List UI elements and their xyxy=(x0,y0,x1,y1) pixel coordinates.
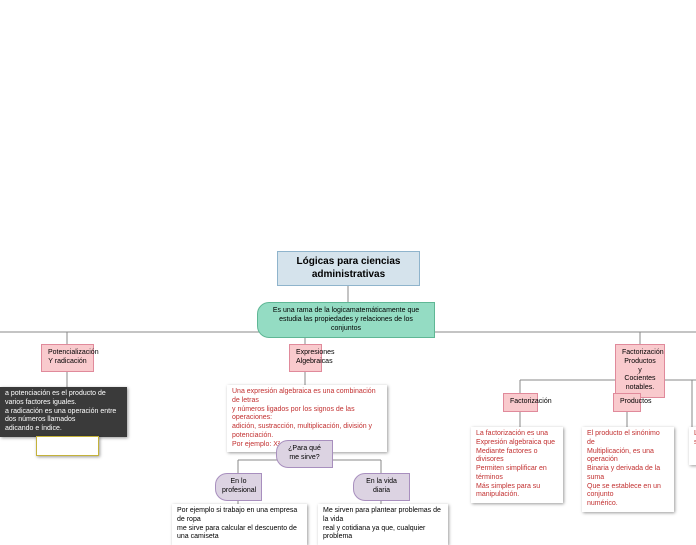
profesional-text: En lo profesional xyxy=(222,478,256,494)
paraque-text: ¿Para qué me sirve? xyxy=(288,445,321,461)
title-text: Lógicas para ciencias administrativas xyxy=(297,256,401,280)
factor-text: Factorización xyxy=(510,398,552,405)
potencia-desc-node: a potenciación es el producto de varios … xyxy=(0,387,127,437)
productos-text: Productos xyxy=(620,398,652,405)
productos-desc-node: El producto el sinónimo de Multiplicació… xyxy=(582,427,674,512)
rightcut-node: Lo se xyxy=(689,427,696,465)
expresiones-text: Expresiones Algebraicas xyxy=(296,349,335,365)
factor-node: Factorización xyxy=(503,393,538,412)
productos-node: Productos xyxy=(613,393,641,412)
diaria-node: En la vida diaria xyxy=(353,473,410,501)
intro-node: Es una rama de la logicamatemáticamente … xyxy=(257,302,435,338)
intro-text: Es una rama de la logicamatemáticamente … xyxy=(273,307,419,332)
potencia-node: Potencialización Y radicación xyxy=(41,344,94,372)
profesional-desc-node: Por ejemplo si trabajo en una empresa de… xyxy=(172,504,307,545)
profesional-node: En lo profesional xyxy=(215,473,262,501)
profesional-desc-text: Por ejemplo si trabajo en una empresa de… xyxy=(177,507,297,540)
diagram-canvas: Lógicas para ciencias administrativas Es… xyxy=(0,0,696,520)
expresiones-node: Expresiones Algebraicas xyxy=(289,344,322,372)
factor-root-text: Factorización Productos y Cocientes nota… xyxy=(622,349,664,391)
factor-root-node: Factorización Productos y Cocientes nota… xyxy=(615,344,665,398)
factor-desc-node: La factorización es una Expresión algebr… xyxy=(471,427,563,503)
expresiones-desc-text: Una expresión algebraica es una combinac… xyxy=(232,388,376,448)
potencia-desc-text: a potenciación es el producto de varios … xyxy=(5,390,116,432)
paraque-node: ¿Para qué me sirve? xyxy=(276,440,333,468)
productos-desc-text: El producto el sinónimo de Multiplicació… xyxy=(587,430,661,507)
diaria-desc-node: Me sirven para plantear problemas de la … xyxy=(318,504,448,545)
factor-desc-text: La factorización es una Expresión algebr… xyxy=(476,430,555,498)
diaria-text: En la vida diaria xyxy=(366,478,397,494)
potencia-text: Potencialización Y radicación xyxy=(48,349,99,365)
title-node: Lógicas para ciencias administrativas xyxy=(277,251,420,286)
examples-node xyxy=(36,436,99,456)
diaria-desc-text: Me sirven para plantear problemas de la … xyxy=(323,507,441,540)
